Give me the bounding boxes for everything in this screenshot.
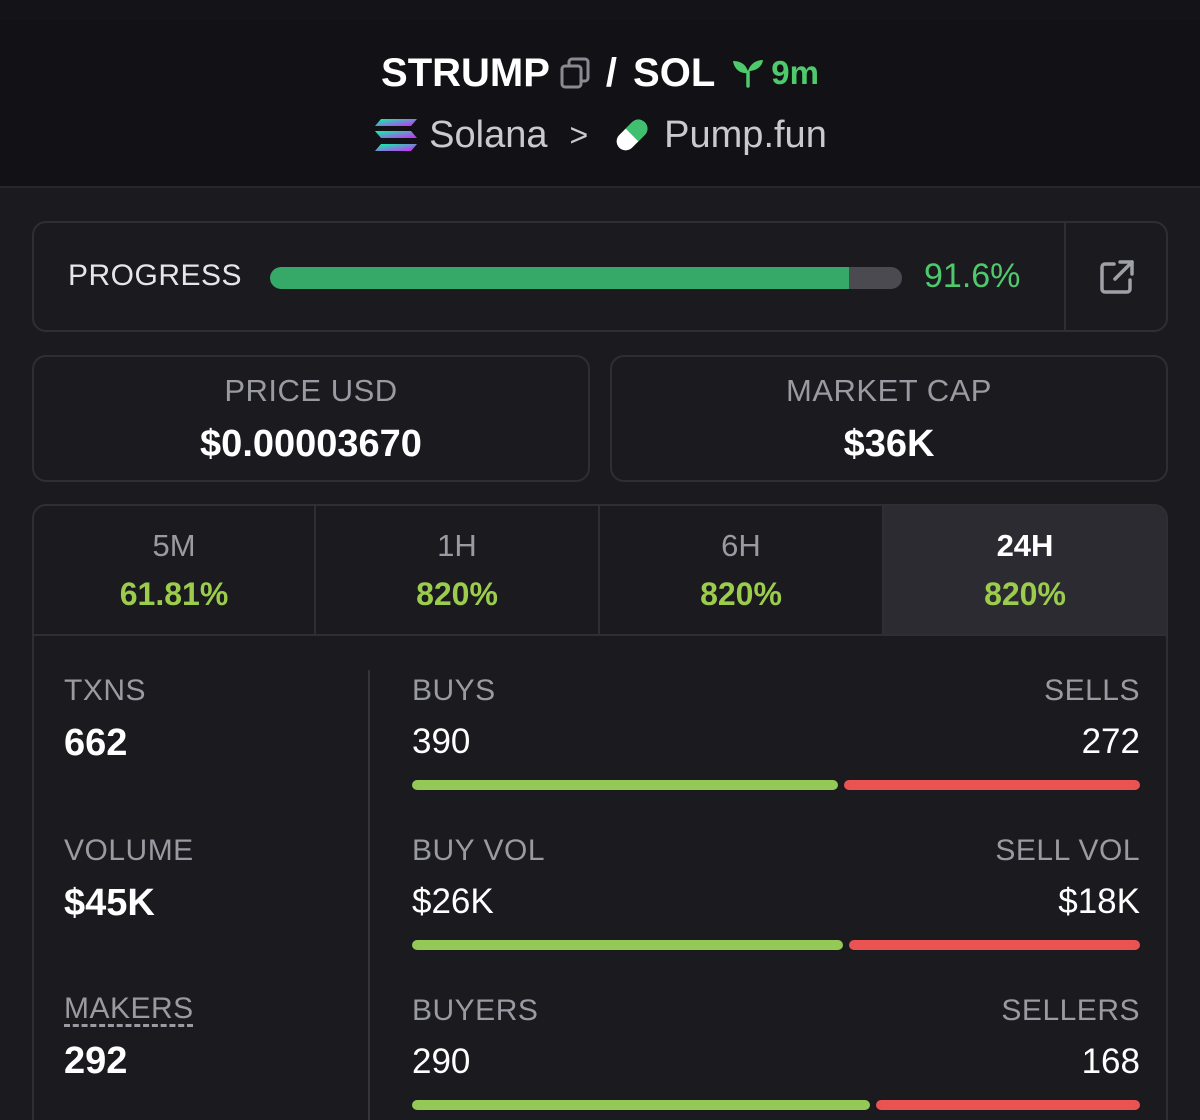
chevron-right-icon: >	[569, 116, 589, 153]
makers-label[interactable]: MAKERS	[64, 992, 194, 1025]
period-tabs: 5M 61.81% 1H 820% 6H 820% 24H 820%	[34, 506, 1166, 636]
txns-label: TXNS	[64, 674, 147, 707]
volume-metric: VOLUME $45K	[64, 834, 194, 925]
buy-sell-volume-bar	[412, 940, 1140, 950]
buys-bar	[412, 780, 838, 790]
tab-5m[interactable]: 5M 61.81%	[34, 506, 316, 634]
sellers-bar	[875, 1100, 1140, 1110]
buyers-value: 290	[412, 1042, 471, 1081]
buys-value: 390	[412, 722, 471, 761]
progress-label: PROGRESS	[68, 259, 243, 292]
market-cap-label: MARKET CAP	[786, 373, 992, 408]
sellers-label: SELLERS	[1001, 994, 1140, 1027]
tab-label: 6H	[721, 528, 761, 563]
tab-1h[interactable]: 1H 820%	[316, 506, 600, 634]
makers-metric: MAKERS 292	[64, 992, 194, 1083]
price-usd-card: PRICE USD $0.00003670	[32, 355, 590, 482]
buy-vol-value: $26K	[412, 882, 494, 921]
market-cap-card: MARKET CAP $36K	[610, 355, 1168, 482]
dex-link[interactable]: Pump.fun	[664, 113, 827, 156]
solana-icon	[373, 117, 419, 153]
progress-bar	[270, 267, 902, 289]
sell-vol-label: SELL VOL	[995, 834, 1140, 867]
bonding-progress-card: PROGRESS 91.6%	[32, 221, 1168, 332]
market-cap-value: $36K	[843, 423, 935, 465]
buys-sells-bar	[412, 780, 1140, 790]
tab-label: 1H	[437, 528, 477, 563]
external-link-icon	[1100, 259, 1134, 294]
sells-bar	[843, 780, 1140, 790]
tab-label: 5M	[152, 528, 196, 563]
pair-age: 9m	[731, 54, 819, 92]
sprout-icon	[733, 60, 764, 88]
tab-label: 24H	[996, 528, 1054, 563]
volume-label: VOLUME	[64, 834, 194, 867]
base-symbol: STRUMP	[381, 50, 550, 95]
tab-change: 820%	[700, 576, 782, 612]
external-link-button[interactable]	[1066, 223, 1168, 330]
pair-header: STRUMP / SOL 9m	[0, 20, 1200, 188]
sell-vol-bar	[848, 940, 1140, 950]
tab-change: 820%	[984, 576, 1066, 612]
breadcrumb: Solana > Pump.fun	[0, 110, 1200, 160]
buys-label: BUYS	[412, 674, 496, 707]
buys-sells-row: BUYS SELLS 390 272	[412, 674, 1140, 790]
buyers-sellers-bar	[412, 1100, 1140, 1110]
pill-icon	[610, 113, 654, 157]
tab-change: 820%	[416, 576, 498, 612]
price-label: PRICE USD	[224, 373, 398, 408]
column-divider	[368, 670, 370, 1120]
quote-symbol: SOL	[633, 50, 716, 95]
copy-icon[interactable]	[560, 57, 590, 89]
chain-link[interactable]: Solana	[429, 113, 548, 156]
txns-value: 662	[64, 722, 128, 764]
volume-value: $45K	[64, 882, 155, 924]
period-stats-card: 5M 61.81% 1H 820% 6H 820% 24H 820% TXNS …	[32, 504, 1168, 1120]
age-text: 9m	[771, 54, 819, 91]
divider	[1064, 223, 1066, 330]
sell-vol-value: $18K	[1058, 882, 1140, 921]
buyers-bar	[412, 1100, 870, 1110]
tab-24h[interactable]: 24H 820%	[884, 506, 1166, 634]
txns-metric: TXNS 662	[64, 674, 146, 765]
tab-6h[interactable]: 6H 820%	[600, 506, 884, 634]
sells-value: 272	[1081, 722, 1140, 761]
sellers-value: 168	[1081, 1042, 1140, 1081]
progress-bar-fill	[270, 267, 849, 289]
buyers-sellers-row: BUYERS SELLERS 290 168	[412, 994, 1140, 1110]
pair-separator: /	[605, 50, 618, 95]
buy-sell-volume-row: BUY VOL SELL VOL $26K $18K	[412, 834, 1140, 950]
progress-value: 91.6%	[924, 257, 1021, 295]
makers-value: 292	[64, 1040, 128, 1082]
tab-change: 61.81%	[119, 576, 229, 612]
buy-vol-label: BUY VOL	[412, 834, 546, 867]
buy-vol-bar	[412, 940, 843, 950]
pair-title: STRUMP / SOL 9m	[0, 48, 1200, 98]
price-value: $0.00003670	[200, 423, 422, 465]
buyers-label: BUYERS	[412, 994, 539, 1027]
top-strip	[0, 0, 1200, 20]
sells-label: SELLS	[1044, 674, 1140, 707]
